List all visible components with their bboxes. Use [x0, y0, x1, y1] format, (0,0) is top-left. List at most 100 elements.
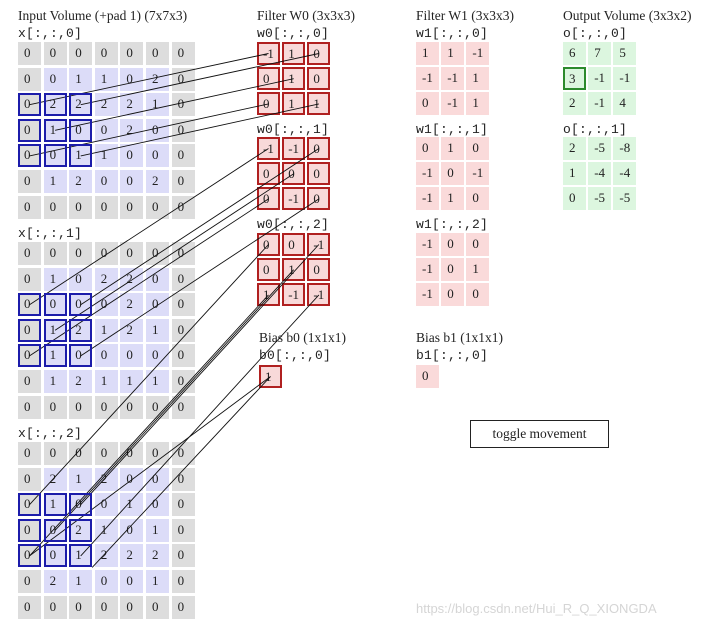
- grid-cell: 2: [94, 467, 118, 491]
- grid-cell: 2: [94, 93, 118, 117]
- grid-cell: 1: [43, 118, 67, 142]
- grid-cell: 0: [257, 67, 280, 91]
- grid-cell: 0: [171, 595, 195, 619]
- grid-cell: 0: [282, 233, 306, 256]
- grid-cell: 0: [94, 170, 118, 193]
- grid-cell: -1: [416, 233, 439, 256]
- grid-cell: 0: [69, 395, 93, 419]
- grid-cell: 0: [146, 42, 169, 65]
- grid-cell: 5: [613, 42, 637, 65]
- grid-cell: 0: [120, 242, 144, 265]
- grid-cell: 0: [120, 42, 144, 65]
- grid-cell: 2: [43, 93, 67, 117]
- grid-cell: -1: [416, 162, 439, 186]
- grid-cell: 0: [18, 318, 41, 342]
- grid-cell: 6: [563, 42, 586, 65]
- grid-cell: 0: [43, 395, 67, 419]
- grid-cell: 0: [146, 442, 169, 465]
- grid-cell: 0: [18, 242, 41, 265]
- bias-b0-label: b0[:,:,0]: [259, 348, 332, 363]
- w0-slice-1-label: w0[:,:,1]: [257, 122, 330, 137]
- grid-cell: 0: [146, 195, 169, 219]
- grid-cell: 0: [307, 162, 331, 186]
- grid-cell: 2: [69, 170, 93, 193]
- grid-cell: 1: [94, 144, 118, 168]
- grid-cell: 0: [18, 370, 41, 393]
- w0-slice-0-label: w0[:,:,0]: [257, 26, 330, 41]
- grid-cell: 0: [171, 195, 195, 219]
- grid-cell: 1: [43, 318, 67, 342]
- grid-cell: 0: [171, 67, 195, 91]
- grid-cell: 1: [120, 370, 144, 393]
- toggle-movement-button[interactable]: toggle movement: [470, 420, 609, 448]
- grid-cell: 0: [94, 595, 118, 619]
- grid-cell: 0: [43, 595, 67, 619]
- grid-cell: 0: [120, 344, 144, 368]
- w1-slice-1-label: w1[:,:,1]: [416, 122, 489, 137]
- grid-cell: -1: [416, 283, 439, 307]
- grid-cell: 0: [43, 544, 67, 568]
- grid-cell: 0: [43, 518, 67, 542]
- grid-cell: 0: [466, 187, 490, 211]
- grid-cell: 0: [441, 233, 465, 256]
- grid-cell: 0: [18, 518, 41, 542]
- grid-cell: 0: [307, 258, 331, 282]
- grid-cell: 0: [257, 233, 280, 256]
- grid-cell: 1: [466, 67, 490, 91]
- grid-cell: 1: [43, 344, 67, 368]
- grid-cell: 1: [146, 570, 169, 593]
- grid-cell: 2: [94, 544, 118, 568]
- bias-b1-title: Bias b1 (1x1x1): [416, 330, 503, 345]
- grid-cell: 0: [69, 195, 93, 219]
- grid-cell: 0: [94, 395, 118, 419]
- grid-cell: 1: [416, 42, 439, 65]
- grid-cell: 0: [171, 144, 195, 168]
- grid-cell: 0: [171, 518, 195, 542]
- grid-cell: 1: [282, 92, 306, 116]
- grid-cell: 1: [282, 67, 306, 91]
- grid-cell: 0: [146, 595, 169, 619]
- grid-cell: 0: [120, 467, 144, 491]
- grid-cell: 1: [120, 493, 144, 517]
- grid-cell: 1: [69, 467, 93, 491]
- grid-cell: 0: [146, 242, 169, 265]
- grid-cell: 1: [146, 318, 169, 342]
- grid-cell: 0: [69, 267, 93, 291]
- grid-cell: 0: [18, 195, 41, 219]
- grid-cell: 0: [146, 467, 169, 491]
- grid-cell: 2: [563, 92, 586, 116]
- bias-b1-label: b1[:,:,0]: [416, 348, 489, 363]
- grid-cell: 0: [18, 442, 41, 465]
- grid-cell: 0: [563, 187, 586, 211]
- grid-cell: -1: [416, 258, 439, 282]
- grid-cell: 0: [416, 137, 439, 160]
- grid-cell: 0: [94, 242, 118, 265]
- grid-cell: 2: [120, 544, 144, 568]
- grid-cell: 0: [94, 493, 118, 517]
- grid-cell: 0: [69, 293, 93, 317]
- w1-slice-2-label: w1[:,:,2]: [416, 217, 489, 232]
- grid-cell: 0: [307, 137, 331, 160]
- grid-cell: 0: [282, 162, 306, 186]
- watermark-text: https://blog.csdn.net/Hui_R_Q_XIONGDA: [416, 601, 657, 616]
- grid-cell: 1: [466, 258, 490, 282]
- grid-cell: 0: [43, 67, 67, 91]
- input-slice-0-label: x[:,:,0]: [18, 26, 83, 41]
- grid-cell: 0: [120, 442, 144, 465]
- grid-cell: 0: [146, 395, 169, 419]
- grid-cell: 2: [120, 318, 144, 342]
- grid-cell: 0: [69, 242, 93, 265]
- grid-cell: 1: [43, 370, 67, 393]
- grid-cell: 1: [43, 493, 67, 517]
- grid-cell: 0: [43, 195, 67, 219]
- grid-cell: 0: [171, 442, 195, 465]
- grid-cell: 2: [43, 570, 67, 593]
- w1-slice-0-label: w1[:,:,0]: [416, 26, 489, 41]
- grid-cell: 0: [257, 92, 280, 116]
- grid-cell: 0: [69, 344, 93, 368]
- grid-cell: -1: [441, 92, 465, 116]
- grid-cell: 0: [171, 318, 195, 342]
- grid-cell: 0: [18, 118, 41, 142]
- grid-cell: 2: [563, 137, 586, 160]
- grid-cell: -1: [613, 67, 637, 91]
